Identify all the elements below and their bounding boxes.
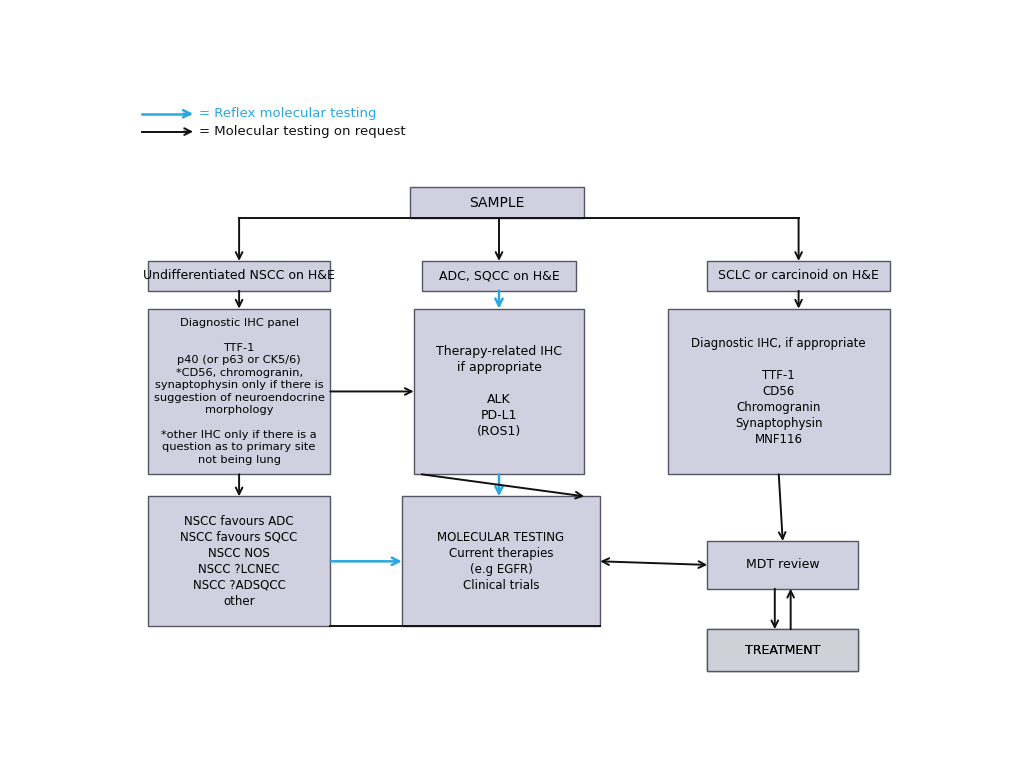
Text: SAMPLE: SAMPLE [469, 196, 524, 210]
Text: NSCC favours ADC
NSCC favours SQCC
NSCC NOS
NSCC ?LCNEC
NSCC ?ADSQCC
other: NSCC favours ADC NSCC favours SQCC NSCC … [180, 515, 298, 608]
Text: = Reflex molecular testing: = Reflex molecular testing [200, 108, 377, 120]
Text: = Molecular testing on request: = Molecular testing on request [200, 125, 407, 138]
Text: Diagnostic IHC, if appropriate

TTF-1
CD56
Chromogranin
Synaptophysin
MNF116: Diagnostic IHC, if appropriate TTF-1 CD5… [691, 337, 866, 446]
FancyBboxPatch shape [668, 309, 890, 474]
FancyBboxPatch shape [147, 496, 331, 626]
FancyBboxPatch shape [410, 187, 585, 218]
FancyBboxPatch shape [147, 261, 331, 291]
FancyBboxPatch shape [708, 261, 890, 291]
FancyBboxPatch shape [708, 629, 858, 671]
Text: Undifferentiated NSCC on H&E: Undifferentiated NSCC on H&E [143, 269, 335, 283]
Text: Diagnostic IHC panel

TTF-1
p40 (or p63 or CK5/6)
*CD56, chromogranin,
synaptoph: Diagnostic IHC panel TTF-1 p40 (or p63 o… [154, 318, 325, 464]
FancyBboxPatch shape [147, 309, 331, 474]
Text: MOLECULAR TESTING
Current therapies
(e.g EGFR)
Clinical trials: MOLECULAR TESTING Current therapies (e.g… [437, 531, 564, 592]
Text: MDT review: MDT review [745, 558, 819, 571]
FancyBboxPatch shape [708, 541, 858, 589]
FancyBboxPatch shape [414, 309, 585, 474]
Text: Therapy-related IHC
if appropriate

ALK
PD-L1
(ROS1): Therapy-related IHC if appropriate ALK P… [436, 345, 562, 438]
FancyBboxPatch shape [422, 261, 577, 291]
FancyBboxPatch shape [708, 629, 858, 671]
Text: TREATMENT: TREATMENT [745, 644, 820, 656]
FancyBboxPatch shape [401, 496, 600, 626]
Text: SCLC or carcinoid on H&E: SCLC or carcinoid on H&E [718, 269, 879, 283]
Text: ADC, SQCC on H&E: ADC, SQCC on H&E [438, 269, 559, 283]
Text: TREATMENT: TREATMENT [745, 644, 820, 656]
